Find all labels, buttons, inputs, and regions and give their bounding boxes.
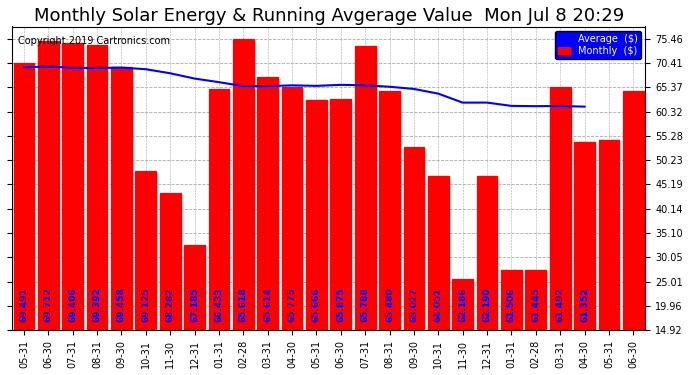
Title: Monthly Solar Energy & Running Avgerage Value  Mon Jul 8 20:29: Monthly Solar Energy & Running Avgerage … [34, 7, 624, 25]
Text: 62.190: 62.190 [482, 288, 491, 322]
Bar [477, 176, 497, 375]
Bar [111, 68, 132, 375]
Bar [550, 87, 571, 375]
Bar [331, 99, 351, 375]
Bar [306, 100, 327, 375]
Bar [14, 63, 34, 375]
Text: 68.282: 68.282 [166, 288, 175, 322]
Bar [525, 270, 546, 375]
Bar [598, 140, 619, 375]
Bar [160, 192, 181, 375]
Text: 61.445: 61.445 [531, 288, 540, 322]
Text: 65.480: 65.480 [385, 288, 394, 322]
Bar [257, 77, 278, 375]
Text: 69.491: 69.491 [19, 288, 28, 322]
Bar [282, 87, 302, 375]
Text: 65.788: 65.788 [361, 288, 370, 322]
Bar [355, 46, 375, 375]
Bar [501, 270, 522, 375]
Bar [623, 92, 644, 375]
Text: 67.185: 67.185 [190, 288, 199, 322]
Text: 65.027: 65.027 [409, 288, 418, 322]
Bar [428, 176, 448, 375]
Bar [87, 45, 108, 375]
Text: 69.458: 69.458 [117, 288, 126, 322]
Text: 69.406: 69.406 [68, 288, 77, 322]
Bar [404, 147, 424, 375]
Text: 65.875: 65.875 [336, 288, 345, 322]
Bar [62, 44, 83, 375]
Legend: Average  ($), Monthly  ($): Average ($), Monthly ($) [555, 32, 640, 59]
Text: 61.492: 61.492 [555, 288, 564, 322]
Text: 69.125: 69.125 [141, 288, 150, 322]
Text: 61.506: 61.506 [507, 288, 516, 322]
Text: 69.712: 69.712 [44, 288, 53, 322]
Text: 69.392: 69.392 [92, 288, 101, 322]
Text: 65.614: 65.614 [263, 288, 272, 322]
Text: 66.433: 66.433 [215, 288, 224, 322]
Text: 65.618: 65.618 [239, 288, 248, 322]
Text: Copyright 2019 Cartronics.com: Copyright 2019 Cartronics.com [18, 36, 170, 46]
Text: 65.666: 65.666 [312, 288, 321, 322]
Bar [380, 92, 400, 375]
Text: 62.186: 62.186 [458, 288, 467, 322]
Bar [184, 246, 205, 375]
Bar [135, 171, 156, 375]
Bar [38, 41, 59, 375]
Bar [574, 142, 595, 375]
Bar [208, 89, 229, 375]
Text: 64.051: 64.051 [434, 288, 443, 322]
Bar [453, 279, 473, 375]
Text: 65.775: 65.775 [288, 288, 297, 322]
Text: 61.352: 61.352 [580, 288, 589, 322]
Bar [233, 39, 254, 375]
